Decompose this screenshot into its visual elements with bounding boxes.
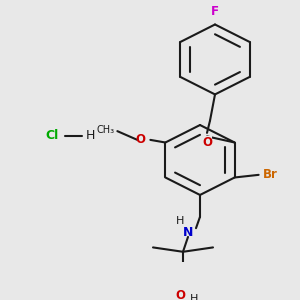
Text: N: N (183, 226, 193, 239)
Text: Br: Br (262, 168, 278, 182)
Text: O: O (202, 136, 212, 149)
Text: H: H (190, 294, 198, 300)
Text: F: F (211, 5, 219, 18)
Text: Cl: Cl (45, 129, 58, 142)
Text: H: H (85, 129, 95, 142)
Text: H: H (176, 216, 184, 226)
Text: CH₃: CH₃ (96, 125, 114, 135)
Text: O: O (175, 290, 185, 300)
Text: O: O (135, 134, 146, 146)
